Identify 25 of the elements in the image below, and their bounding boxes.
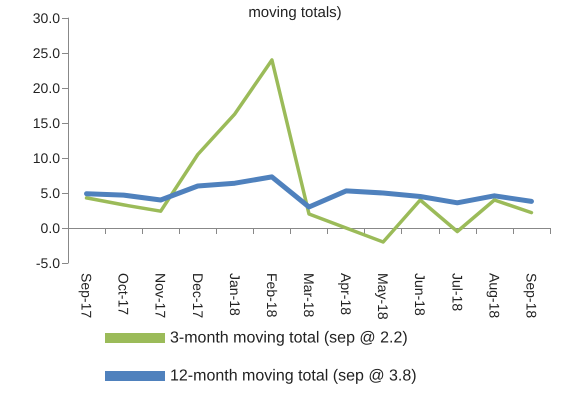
x-tick-label: Apr-18: [338, 273, 354, 316]
x-tick-label: Oct-17: [116, 273, 132, 316]
x-tick-label: Dec-17: [190, 273, 206, 318]
x-tick-label: Sep-17: [78, 273, 95, 318]
legend-label: 3-month moving total (sep @ 2.2): [170, 330, 408, 346]
y-tick-label: 25.0: [32, 45, 60, 61]
x-tick-label: Sep-18: [523, 273, 540, 318]
x-tick-label: May-18: [375, 273, 392, 320]
x-tick-label: Jul-18: [449, 273, 466, 312]
legend-label: 12-month moving total (sep @ 3.8): [170, 368, 417, 384]
x-tick-label: Aug-18: [486, 273, 502, 318]
y-tick-label: 5.0: [40, 185, 60, 201]
x-tick-label: Nov-17: [152, 273, 169, 318]
x-tick-label: Jan-18: [226, 273, 243, 316]
y-tick-label: 20.0: [32, 80, 60, 96]
x-tick-label: Jun-18: [412, 273, 428, 316]
x-tick-label: Feb-18: [264, 273, 280, 318]
y-tick-label: 10.0: [32, 150, 60, 166]
y-tick-label: -5.0: [36, 255, 60, 271]
chart-title: moving totals): [248, 4, 342, 21]
y-tick-label: 0.0: [40, 220, 60, 236]
y-tick-label: 15.0: [32, 115, 60, 131]
y-tick-label: 30.0: [32, 10, 60, 26]
x-tick-label: Mar-18: [301, 273, 317, 318]
line-series: [84, 58, 534, 244]
